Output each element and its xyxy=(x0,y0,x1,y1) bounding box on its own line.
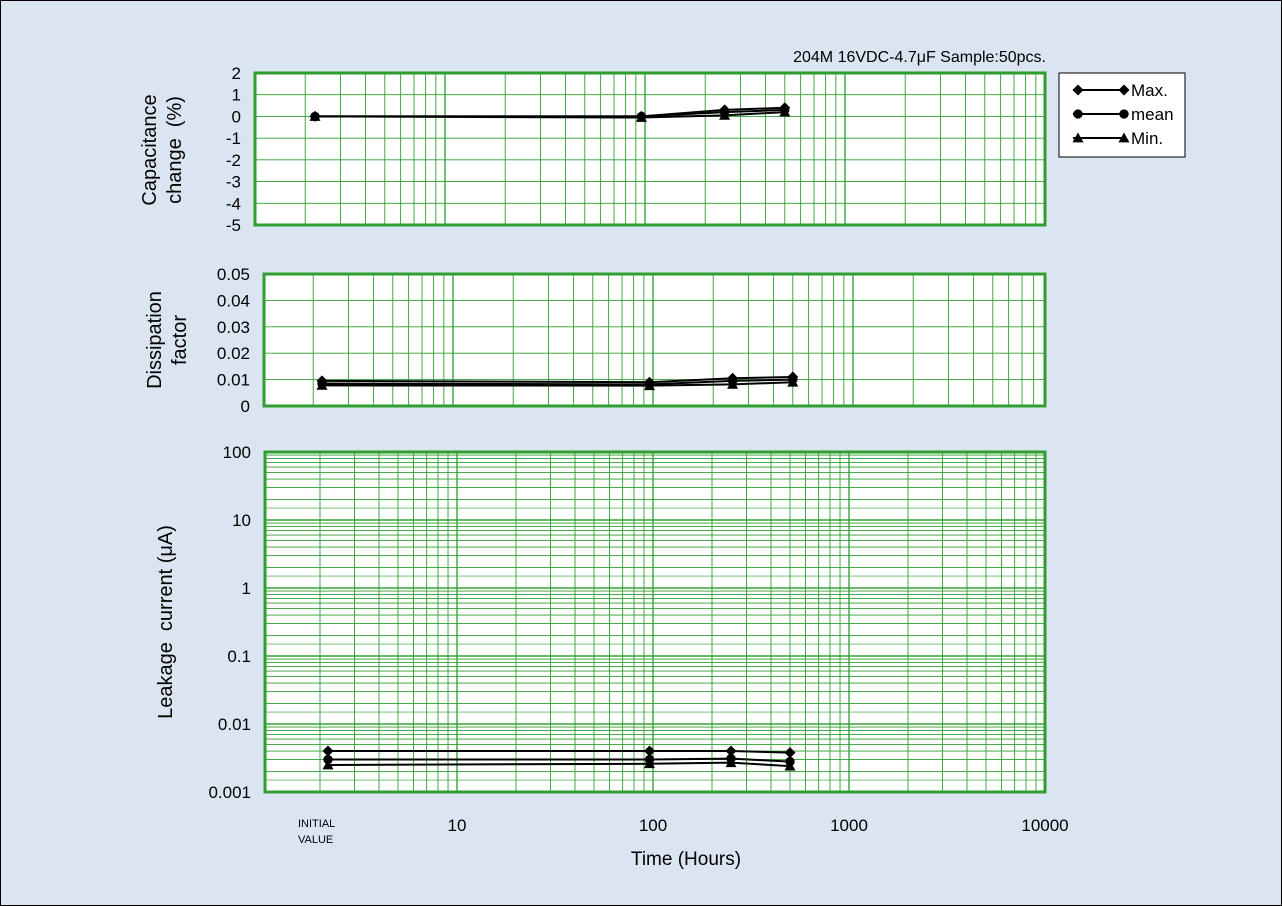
y-tick-label: 10 xyxy=(232,511,251,530)
data-point-min xyxy=(635,112,647,122)
data-point-min xyxy=(787,376,799,387)
data-point-min xyxy=(643,380,655,391)
y-tick-label: 0 xyxy=(232,107,241,126)
chart-title: 204M 16VDC-4.7μF Sample:50pcs. xyxy=(793,49,1046,66)
y-tick-label: -3 xyxy=(226,173,241,192)
series-line-max xyxy=(328,750,791,754)
x-axis-label: Time (Hours) xyxy=(631,849,741,870)
x-ticks: 10 100 1000 10000 xyxy=(448,816,1069,835)
y-tick-label: 0.02 xyxy=(217,344,250,363)
y-tick-label: -5 xyxy=(226,216,241,235)
y-axis-label-leakage: Leakage current (μA) xyxy=(155,525,177,719)
series-line-min xyxy=(314,111,785,119)
y-tick-label: 0.01 xyxy=(217,371,250,390)
data-point-min xyxy=(309,110,321,121)
y-ticks-capacitance: 2 1 0 -1 -2 -3 -4 -5 xyxy=(226,64,241,235)
legend-marker xyxy=(1119,109,1129,119)
legend-label: Max. xyxy=(1131,81,1168,100)
y-tick-label: 0.01 xyxy=(218,715,251,734)
y-tick-label: 0.1 xyxy=(227,647,251,666)
y-axis-label-dissipation-line2: factor xyxy=(169,315,191,365)
y-tick-label: 1 xyxy=(242,579,251,598)
data-point-min xyxy=(784,760,796,771)
series-line-min xyxy=(327,761,791,768)
y-axis-label-dissipation-line1: Dissipation xyxy=(144,291,166,389)
legend-marker xyxy=(1118,84,1130,96)
data-point-min xyxy=(644,758,656,769)
data-point-max xyxy=(644,745,656,757)
y-tick-label: 2 xyxy=(232,64,241,83)
series-line-min xyxy=(321,381,793,387)
y-tick-label: 100 xyxy=(223,443,251,462)
grid-dissipation xyxy=(264,274,1045,406)
y-tick-label: 0.001 xyxy=(208,783,251,802)
legend-marker xyxy=(1118,132,1130,143)
y-tick-label: 0.05 xyxy=(217,265,250,284)
plot-area-leakage xyxy=(265,452,1045,792)
data-point-min xyxy=(316,379,328,390)
plot-border-leakage xyxy=(263,450,1047,794)
series-line-mean xyxy=(328,757,791,763)
legend-marker xyxy=(1073,109,1083,119)
plot-area-capacitance xyxy=(255,73,1045,225)
panel-capacitance: 2 1 0 -1 -2 -3 -4 -5 Capacitance change (%) xyxy=(139,64,1047,235)
y-tick-label: -2 xyxy=(226,151,241,170)
y-tick-label: -1 xyxy=(226,129,241,148)
x-tick-initial-line2: VALUE xyxy=(298,834,333,846)
grid-leakage xyxy=(265,451,1045,793)
data-point-max xyxy=(725,745,737,757)
y-ticks-leakage: 100 10 1 0.1 0.01 0.001 xyxy=(208,443,251,802)
legend: Max. mean Min. xyxy=(1058,72,1186,158)
series-dissipation xyxy=(316,371,799,391)
data-point-max xyxy=(322,745,334,757)
series-leakage xyxy=(322,745,796,771)
x-tick-label: 10 xyxy=(448,816,467,835)
y-tick-label: -4 xyxy=(226,194,241,213)
data-point-min xyxy=(727,378,739,389)
y-tick-label: 1 xyxy=(232,86,241,105)
y-axis-label-capacitance-line2: change (%) xyxy=(164,96,186,204)
legend-label: mean xyxy=(1131,105,1174,124)
legend-marker xyxy=(1072,132,1084,143)
panel-dissipation: 0.05 0.04 0.03 0.02 0.01 0 Dissipation factor xyxy=(144,265,1047,416)
data-point-min xyxy=(725,757,737,768)
x-tick-label: 100 xyxy=(639,816,667,835)
y-tick-label: 0.04 xyxy=(217,291,250,310)
plot-border-dissipation xyxy=(262,272,1047,408)
x-tick-label: 10000 xyxy=(1021,816,1068,835)
data-point-min xyxy=(779,106,791,117)
x-tick-initial-line1: INITIAL xyxy=(298,818,335,830)
panel-leakage: 100 10 1 0.1 0.01 0.001 Leakage current (μA) xyxy=(155,443,1047,802)
y-tick-label: 0 xyxy=(241,397,250,416)
legend-label: Min. xyxy=(1131,129,1163,148)
plot-border-capacitance xyxy=(253,71,1047,227)
series-line-mean xyxy=(321,378,793,386)
legend-marker xyxy=(1072,84,1084,96)
data-point-min xyxy=(322,759,334,770)
series-line-max xyxy=(321,375,793,384)
data-point-max xyxy=(784,747,796,759)
y-tick-label: 0.03 xyxy=(217,318,250,337)
y-axis-label-capacitance-line1: Capacitance xyxy=(139,94,161,205)
series-capacitance xyxy=(309,102,791,122)
y-ticks-dissipation: 0.05 0.04 0.03 0.02 0.01 0 xyxy=(217,265,250,416)
x-tick-label: 1000 xyxy=(830,816,868,835)
data-point-min xyxy=(719,109,731,120)
